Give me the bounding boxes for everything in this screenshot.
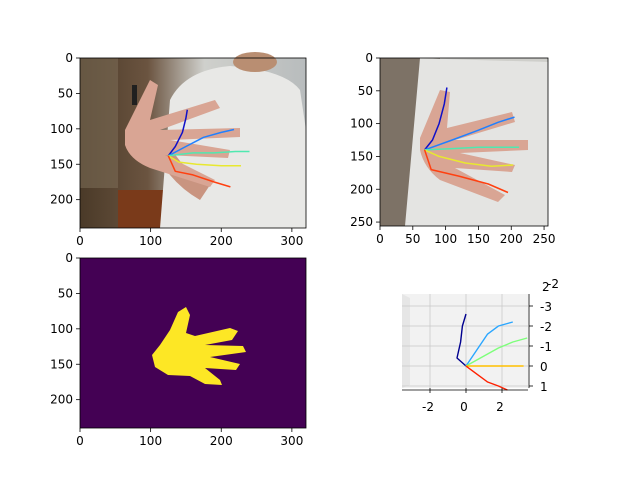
x-tick-label: 50 — [405, 232, 420, 246]
axes-frame — [379, 57, 549, 227]
y-tick-label: -2 — [540, 320, 552, 334]
hand-skeleton-3d — [456, 313, 528, 391]
y-tick-label: 100 — [350, 117, 373, 131]
panel-mask: 0 100 200 300 0 50 100 150 200 — [50, 251, 307, 448]
photo-door-handle — [132, 85, 137, 105]
axes-ticks: 0 100 200 300 0 50 100 150 200 — [50, 51, 303, 248]
y-tick-label: 150 — [50, 357, 73, 371]
panel-photo: 0 100 200 300 0 50 100 150 200 — [50, 51, 307, 248]
finger-line — [424, 87, 448, 151]
finger-line — [424, 149, 514, 168]
axes-ticks: -2 0 210-1-2-32-2 — [402, 277, 559, 414]
hand-skeleton-2d — [423, 87, 520, 194]
x-tick-label: -2 — [422, 400, 434, 414]
x-tick-label: 0 — [76, 434, 84, 448]
y-tick-label: 0 — [365, 51, 373, 65]
mask-hand — [152, 307, 246, 385]
finger-line — [465, 337, 528, 367]
y-tick-label: -1 — [540, 340, 552, 354]
axes-frame — [79, 257, 307, 429]
finger-line — [424, 116, 515, 151]
y-tick-label: 1 — [540, 380, 548, 394]
y-tick-label: 200 — [50, 393, 73, 407]
y-tick-label: 100 — [50, 122, 73, 136]
y-tick-label: 200 — [50, 193, 73, 207]
x-tick-label: 300 — [280, 234, 303, 248]
finger-line — [423, 149, 509, 194]
pane-side — [402, 294, 410, 388]
y-tick-label: 150 — [350, 149, 373, 163]
y-tick-label: -3 — [540, 300, 552, 314]
finger-line — [167, 155, 241, 167]
finger-line — [456, 313, 467, 367]
axes-ticks: 0 100 200 300 0 50 100 150 200 — [50, 251, 303, 448]
x-tick-label: 200 — [500, 232, 523, 246]
y-tick-label: 200 — [350, 182, 373, 196]
hand-skeleton-2d — [167, 109, 250, 188]
x-tick-label: 100 — [434, 232, 457, 246]
finger-line — [168, 150, 250, 157]
z-tick-label: 2 — [542, 280, 550, 294]
finger-line — [465, 365, 508, 391]
y-tick-label: 150 — [50, 157, 73, 171]
y-tick-label: 250 — [350, 215, 373, 229]
photo-door — [80, 58, 118, 188]
x-tick-label: 300 — [280, 434, 303, 448]
x-tick-label: 2 — [496, 400, 504, 414]
y-tick-label: 50 — [58, 286, 73, 300]
x-tick-label: 100 — [139, 234, 162, 248]
x-tick-label: 0 — [376, 232, 384, 246]
finger-line — [465, 321, 513, 367]
x-tick-label: 250 — [533, 232, 556, 246]
x-tick-label: 100 — [139, 434, 162, 448]
z-tick-label: -2 — [547, 277, 559, 291]
y-tick-label: 100 — [50, 322, 73, 336]
y-tick-label: 50 — [358, 84, 373, 98]
finger-line — [167, 109, 189, 157]
finger-line — [424, 146, 520, 151]
y-tick-label: 0 — [540, 360, 548, 374]
axes-frame — [79, 57, 307, 229]
x-tick-label: 200 — [210, 234, 233, 248]
finger-line — [167, 155, 231, 188]
x-tick-label: 0 — [76, 234, 84, 248]
y-tick-label: 50 — [58, 86, 73, 100]
x-tick-label: 150 — [467, 232, 490, 246]
y-tick-label: 0 — [65, 251, 73, 265]
pane-back — [402, 294, 528, 388]
finger-line — [167, 128, 235, 157]
x-tick-label: 0 — [460, 400, 468, 414]
x-tick-label: 200 — [210, 434, 233, 448]
panel-3d: -2 0 210-1-2-32-2 — [402, 277, 559, 414]
photo-neck — [233, 52, 277, 72]
y-tick-label: 0 — [65, 51, 73, 65]
